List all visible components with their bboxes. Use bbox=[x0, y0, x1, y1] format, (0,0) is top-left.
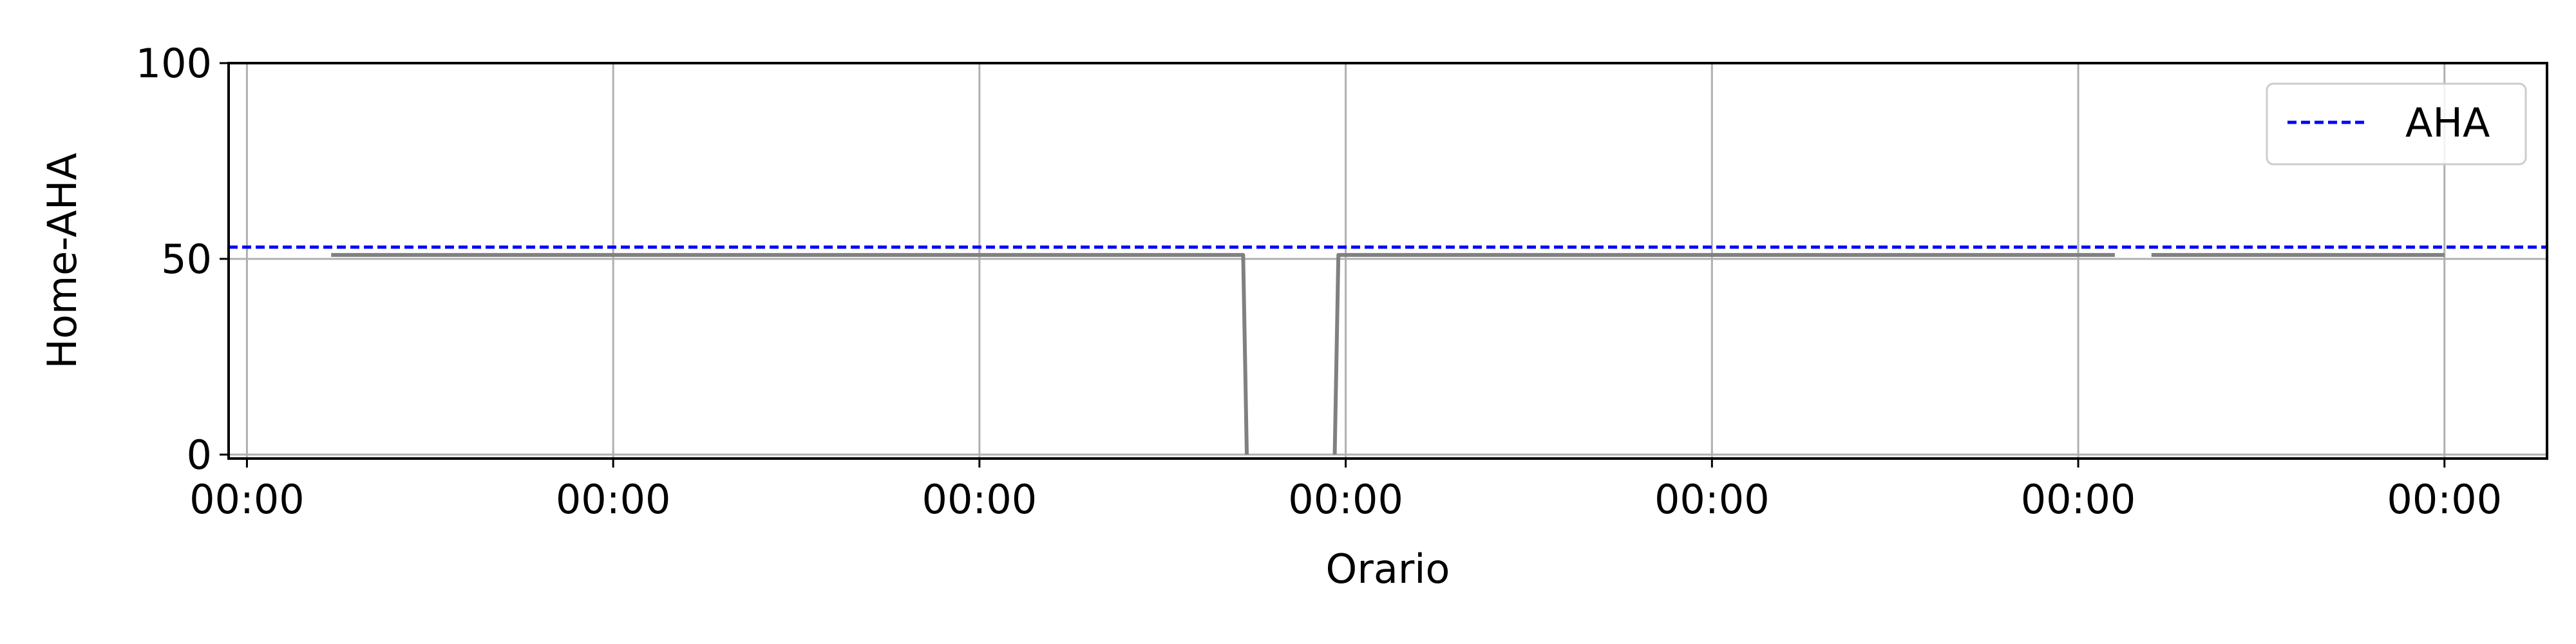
x-tick-label: 00:00 bbox=[1654, 476, 1770, 523]
grid-lines bbox=[229, 62, 2547, 459]
series-line-segment bbox=[1332, 252, 2115, 455]
x-axis-title: Orario bbox=[1326, 545, 1450, 592]
x-tick-label: 00:00 bbox=[189, 476, 305, 523]
series-line-segment bbox=[331, 252, 1249, 455]
x-tick-label: 00:00 bbox=[556, 476, 671, 523]
x-tick-label: 00:00 bbox=[2021, 476, 2136, 523]
y-tick-label: 0 bbox=[187, 431, 212, 478]
x-tick-label: 00:00 bbox=[1288, 476, 1403, 523]
x-tick-label: 00:00 bbox=[922, 476, 1037, 523]
y-tick-label: 50 bbox=[161, 236, 212, 283]
x-tick-label: 00:00 bbox=[2387, 476, 2502, 523]
tick-layer: 00:00 00:00 00:00 00:00 00:00 00:00 00:0005010… bbox=[136, 40, 2502, 523]
y-tick-label: 100 bbox=[136, 40, 212, 87]
legend-label-aha: AHA bbox=[2405, 99, 2490, 146]
series-layer bbox=[229, 245, 2547, 455]
y-axis-title: Home-AHA bbox=[39, 153, 86, 369]
plot-frame bbox=[227, 62, 2548, 460]
legend: AHA bbox=[2266, 82, 2527, 166]
legend-box bbox=[2266, 82, 2527, 166]
